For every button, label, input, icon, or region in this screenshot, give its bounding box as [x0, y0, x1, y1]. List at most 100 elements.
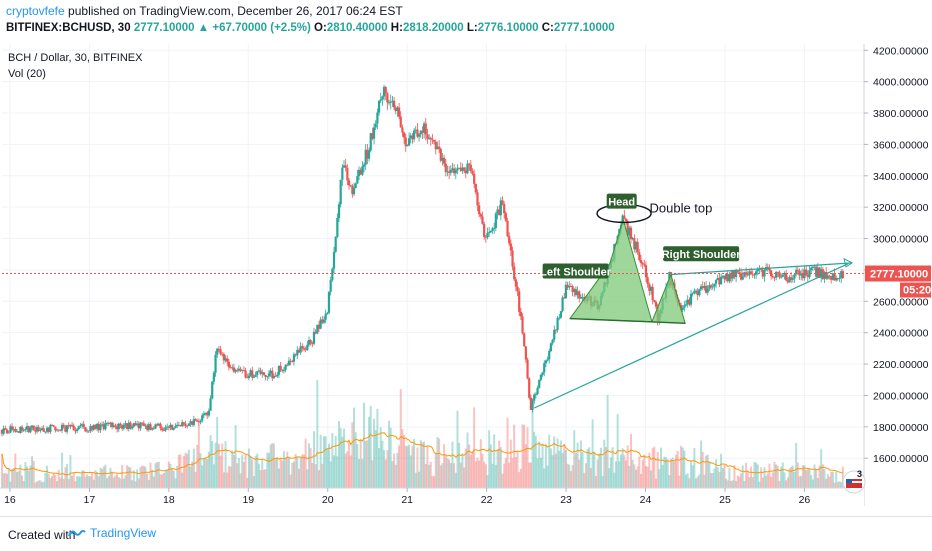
candle-body: [693, 290, 696, 294]
volume-bar: [81, 470, 84, 488]
candle-body: [733, 271, 736, 278]
volume-bar: [751, 477, 754, 488]
candle-body: [781, 274, 784, 277]
volume-bar: [531, 397, 534, 488]
volume-bar: [546, 465, 549, 488]
candle-body: [167, 426, 170, 428]
time-tick-label: 23: [560, 494, 572, 506]
volume-bar: [835, 471, 838, 488]
volume-bar: [451, 441, 454, 488]
volume-bar: [569, 471, 572, 488]
price-chart[interactable]: Head Double top Left Shoulder Right Shou…: [0, 44, 932, 506]
candle-body: [471, 170, 474, 174]
candle-body: [493, 228, 496, 229]
volume-bar: [388, 420, 391, 488]
volume-bar: [723, 464, 726, 488]
volume-bar: [634, 469, 637, 488]
candle-body: [194, 419, 197, 421]
chart-grid: [2, 44, 864, 488]
volume-bar: [503, 463, 506, 488]
candle-body: [476, 192, 479, 206]
candle-body: [823, 272, 826, 280]
candle-body: [347, 180, 351, 186]
volume-bar: [721, 468, 724, 488]
candle-body: [534, 394, 537, 395]
candle-body: [182, 422, 185, 424]
price-tick-label: 2200.00000: [873, 359, 929, 371]
volume-bar: [111, 471, 114, 488]
volume-bar: [247, 448, 250, 488]
volume-bar: [54, 475, 57, 488]
close-label: C:: [541, 22, 554, 34]
candle-body: [334, 236, 337, 252]
candle-body: [141, 422, 144, 424]
candle-body: [504, 213, 507, 221]
volume-bar: [312, 431, 315, 488]
tradingview-link[interactable]: TradingView: [68, 526, 156, 540]
candle-body: [152, 427, 155, 429]
candle-body: [531, 400, 534, 410]
candle-body: [376, 112, 379, 124]
volume-bar: [393, 453, 396, 488]
candle-body: [256, 371, 259, 375]
candle-body: [401, 127, 404, 133]
candle-body: [803, 269, 806, 279]
volume-bar: [441, 463, 444, 488]
volume-bar: [351, 422, 354, 488]
volume-bar: [663, 456, 666, 488]
volume-bar: [119, 478, 122, 488]
volume-bar: [409, 455, 412, 488]
volume-bar: [564, 449, 567, 488]
candle-body: [387, 102, 391, 104]
volume-bar: [4, 472, 7, 488]
volume-bar: [593, 451, 596, 488]
footer: Created with TradingView: [0, 516, 932, 551]
candle-body: [359, 169, 362, 175]
candle-body: [336, 218, 339, 237]
candle-body: [466, 163, 469, 174]
volume-bar: [608, 468, 611, 488]
author-link[interactable]: cryptovfefe: [6, 4, 65, 18]
candle-body: [426, 134, 429, 139]
trendline-arrow-icon: [843, 257, 854, 268]
volume-bar: [231, 450, 234, 488]
candle-body: [85, 430, 89, 432]
volume-bar: [426, 445, 429, 488]
candle-body: [724, 274, 728, 280]
candle-body: [284, 364, 287, 370]
time-axis[interactable]: 16 17 18 19 20 21 22 23 24 25 26: [0, 487, 864, 506]
volume-bar: [443, 444, 446, 488]
candle-body: [127, 422, 130, 429]
volume-bar: [99, 467, 102, 488]
candle-body: [121, 425, 124, 429]
candle-body: [332, 251, 336, 269]
candle-body: [825, 272, 828, 279]
volume-bar: [189, 466, 192, 488]
candle-body: [392, 100, 396, 108]
volume-bar: [830, 472, 833, 488]
volume-bar: [127, 466, 130, 488]
candle-body: [224, 358, 227, 361]
candle-body: [154, 424, 157, 429]
volume-bar: [738, 476, 741, 488]
chart-area[interactable]: Head Double top Left Shoulder Right Shou…: [0, 44, 932, 506]
volume-bar: [222, 472, 225, 488]
candle-body: [633, 238, 636, 250]
candle-body: [484, 236, 487, 238]
candle-body: [521, 316, 524, 334]
volume-bar: [9, 481, 12, 488]
time-tick-label: 20: [322, 494, 334, 506]
candle-body: [94, 424, 97, 429]
candle-body: [628, 227, 631, 236]
candle-body: [780, 276, 783, 278]
candle-body: [277, 365, 281, 375]
candle-body: [97, 423, 100, 431]
candle-body: [117, 423, 120, 430]
volume-bar: [277, 468, 280, 488]
volume-bar: [448, 459, 451, 488]
published-text: published on TradingView.com, December 2…: [68, 4, 403, 18]
candle-body: [489, 230, 492, 233]
flag-icon[interactable]: 3: [842, 469, 866, 494]
volume-bar: [348, 439, 351, 488]
volume-bar: [314, 464, 317, 488]
